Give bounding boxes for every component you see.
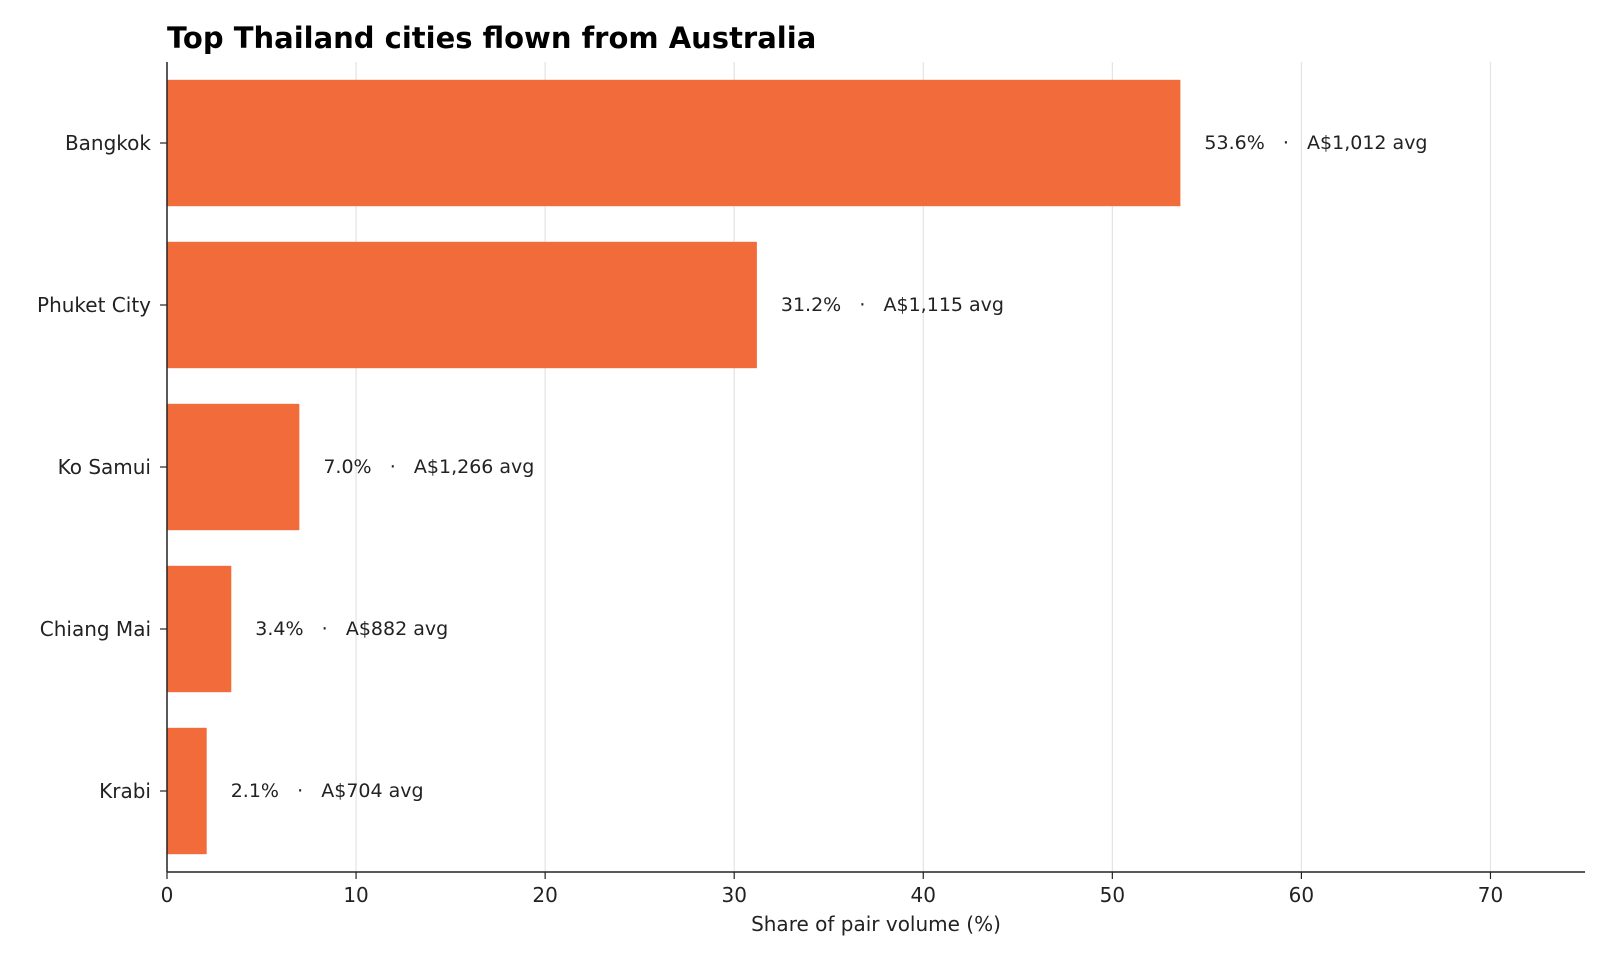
category-label: Krabi [99, 779, 151, 803]
x-tick-label: 10 [343, 883, 368, 907]
x-tick-label: 70 [1478, 883, 1503, 907]
category-label: Chiang Mai [40, 617, 151, 641]
labels: 0 10 20 30 40 50 60 70 Bangkok 53.6% · A$1,012 av… [37, 131, 1503, 907]
x-tick-label: 60 [1289, 883, 1314, 907]
bar-phuket-city [167, 241, 757, 369]
data-label: 7.0% · A$1,266 avg [323, 456, 534, 478]
bar-chiang-mai [167, 565, 232, 693]
data-label: 2.1% · A$704 avg [231, 780, 424, 802]
bars [167, 79, 1181, 855]
x-tick-label: 0 [161, 883, 174, 907]
bar-krabi [167, 727, 207, 855]
x-tick-label: 30 [721, 883, 746, 907]
category-label: Phuket City [37, 293, 151, 317]
category-label: Ko Samui [58, 455, 151, 479]
data-label: 53.6% · A$1,012 avg [1204, 132, 1427, 154]
chart-title: Top Thailand cities flown from Australia [167, 21, 816, 55]
data-label: 3.4% · A$882 avg [255, 618, 448, 640]
bar-bangkok [167, 79, 1181, 207]
x-tick-label: 40 [911, 883, 936, 907]
x-tick-label: 20 [532, 883, 557, 907]
axes [160, 62, 1585, 879]
x-axis-label: Share of pair volume (%) [751, 912, 1001, 936]
bar-ko-samui [167, 403, 300, 531]
data-label: 31.2% · A$1,115 avg [781, 294, 1004, 316]
x-tick-label: 50 [1100, 883, 1125, 907]
category-label: Bangkok [65, 131, 151, 155]
